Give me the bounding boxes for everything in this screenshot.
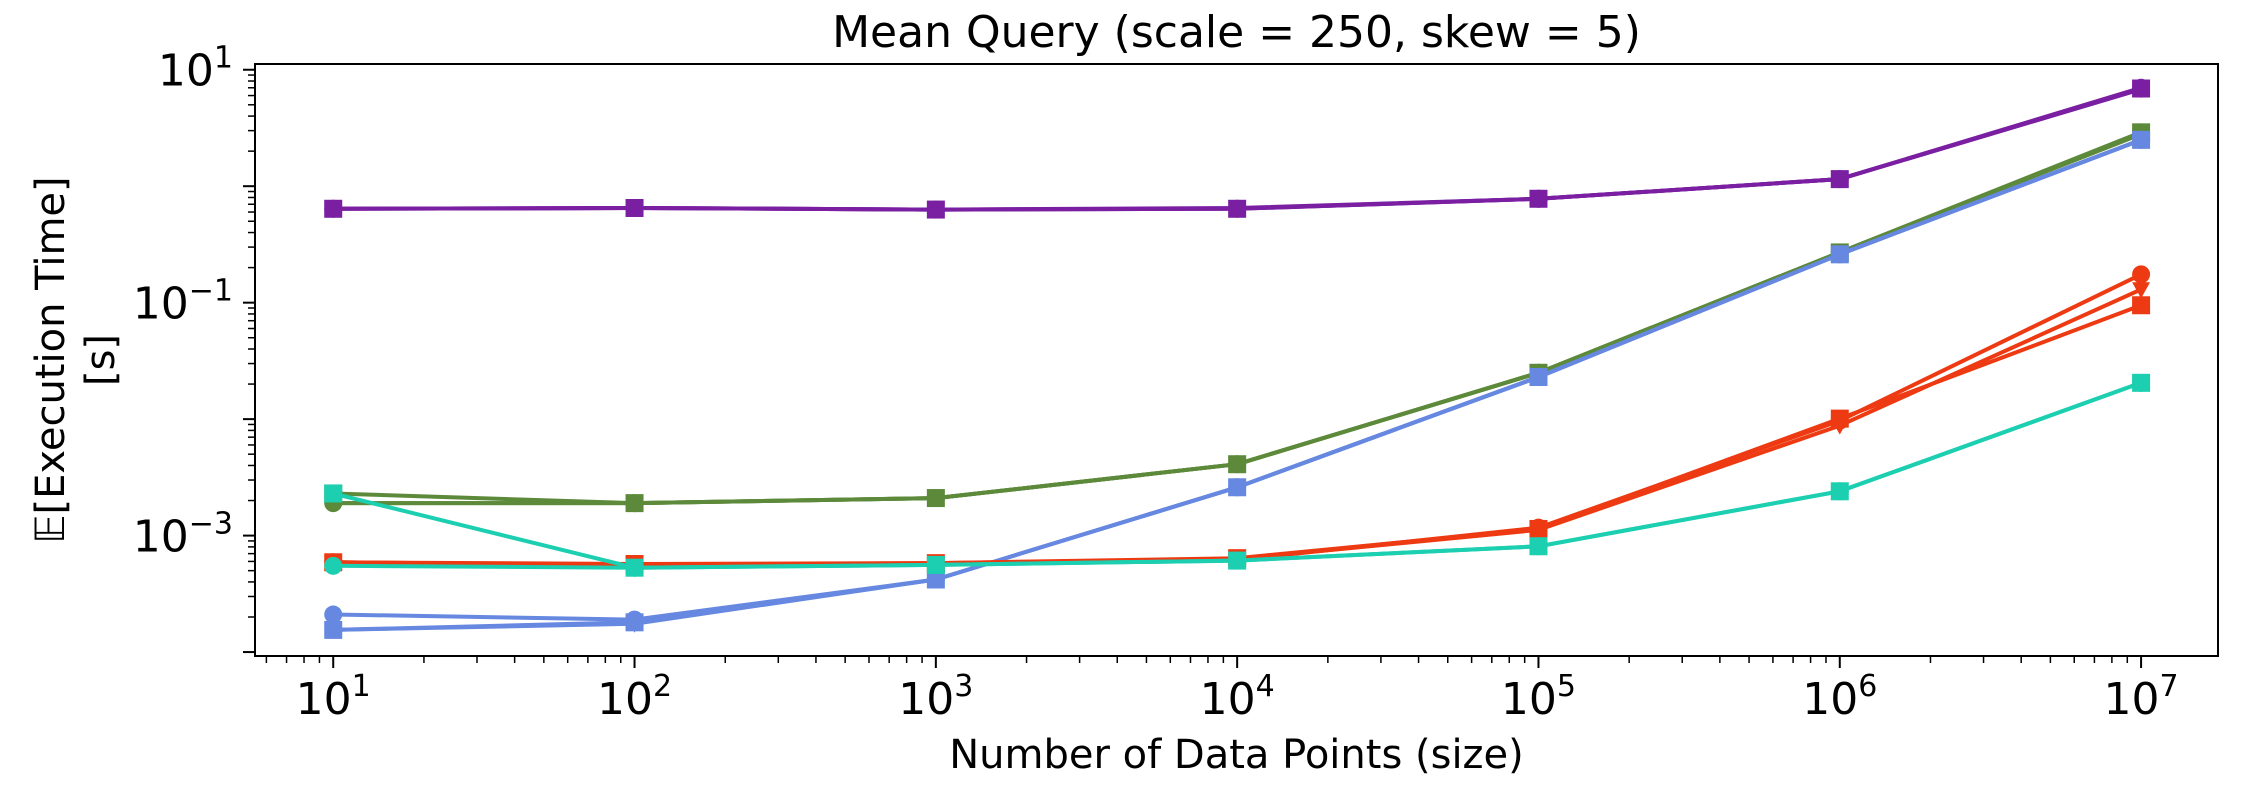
data-point — [1228, 199, 1247, 218]
y-tick-label: 101 — [158, 41, 233, 97]
data-point — [2132, 296, 2151, 315]
series-line — [333, 287, 2142, 567]
data-point — [324, 556, 343, 575]
data-point — [1529, 519, 1548, 538]
x-tick-label: 101 — [296, 669, 371, 725]
data-point — [1529, 367, 1548, 386]
x-tick-label: 105 — [1501, 669, 1576, 725]
data-point — [324, 620, 343, 639]
x-tick-label: 106 — [1802, 669, 1877, 725]
series-layer — [324, 78, 2151, 639]
data-point — [625, 198, 644, 217]
data-point — [1228, 478, 1247, 497]
data-point — [1830, 482, 1849, 501]
data-point — [625, 494, 644, 513]
data-point — [926, 570, 945, 589]
y-axis: 101 10−1 10−3 — [133, 41, 255, 654]
series-3 — [324, 123, 2151, 513]
y-axis-label-unit: [s] — [78, 334, 124, 386]
data-point — [926, 200, 945, 219]
x-axis-label: Number of Data Points (size) — [949, 732, 1524, 778]
data-point — [2132, 130, 2151, 149]
series-13 — [324, 373, 2151, 577]
series-2 — [324, 79, 2151, 219]
series-9 — [324, 265, 2151, 574]
series-10 — [324, 282, 2151, 574]
series-line — [333, 303, 2142, 566]
data-point — [1529, 537, 1548, 556]
x-tick-label: 103 — [898, 669, 973, 725]
data-point — [1228, 551, 1247, 570]
data-point — [926, 555, 945, 574]
chart-title: Mean Query (scale = 250, skew = 5) — [832, 7, 1641, 58]
series-0 — [324, 78, 2151, 219]
data-point — [2132, 79, 2151, 98]
data-point — [625, 558, 644, 577]
data-point — [1830, 170, 1849, 189]
series-11 — [324, 296, 2151, 574]
data-point — [324, 199, 343, 218]
series-4 — [324, 126, 2151, 513]
series-8 — [324, 130, 2151, 639]
data-point — [324, 605, 343, 624]
data-point — [625, 613, 644, 632]
series-line — [333, 132, 2142, 506]
x-tick-label: 104 — [1200, 669, 1275, 725]
data-point — [324, 484, 343, 503]
series-line — [333, 130, 2142, 506]
y-tick-label: 10−3 — [133, 507, 233, 563]
y-axis-label: 𝔼[Execution Time] — [28, 176, 74, 543]
series-5 — [324, 123, 2151, 513]
y-tick-label: 10−1 — [133, 274, 233, 330]
data-point — [2132, 265, 2151, 284]
data-point — [1830, 245, 1849, 264]
data-point — [1228, 455, 1247, 474]
series-line — [333, 272, 2142, 567]
x-tick-label: 102 — [597, 669, 672, 725]
data-point — [1830, 409, 1849, 428]
x-tick-label: 107 — [2104, 669, 2179, 725]
data-point — [926, 489, 945, 508]
series-line — [333, 86, 2142, 212]
series-line — [333, 87, 2142, 212]
series-1 — [324, 82, 2151, 219]
x-axis: 101 102 103 104 105 106 107 — [265, 656, 2179, 725]
series-line — [333, 85, 2142, 212]
data-point — [2132, 373, 2151, 392]
series-line — [333, 130, 2142, 506]
data-point — [1529, 189, 1548, 208]
data-point — [2132, 282, 2151, 299]
